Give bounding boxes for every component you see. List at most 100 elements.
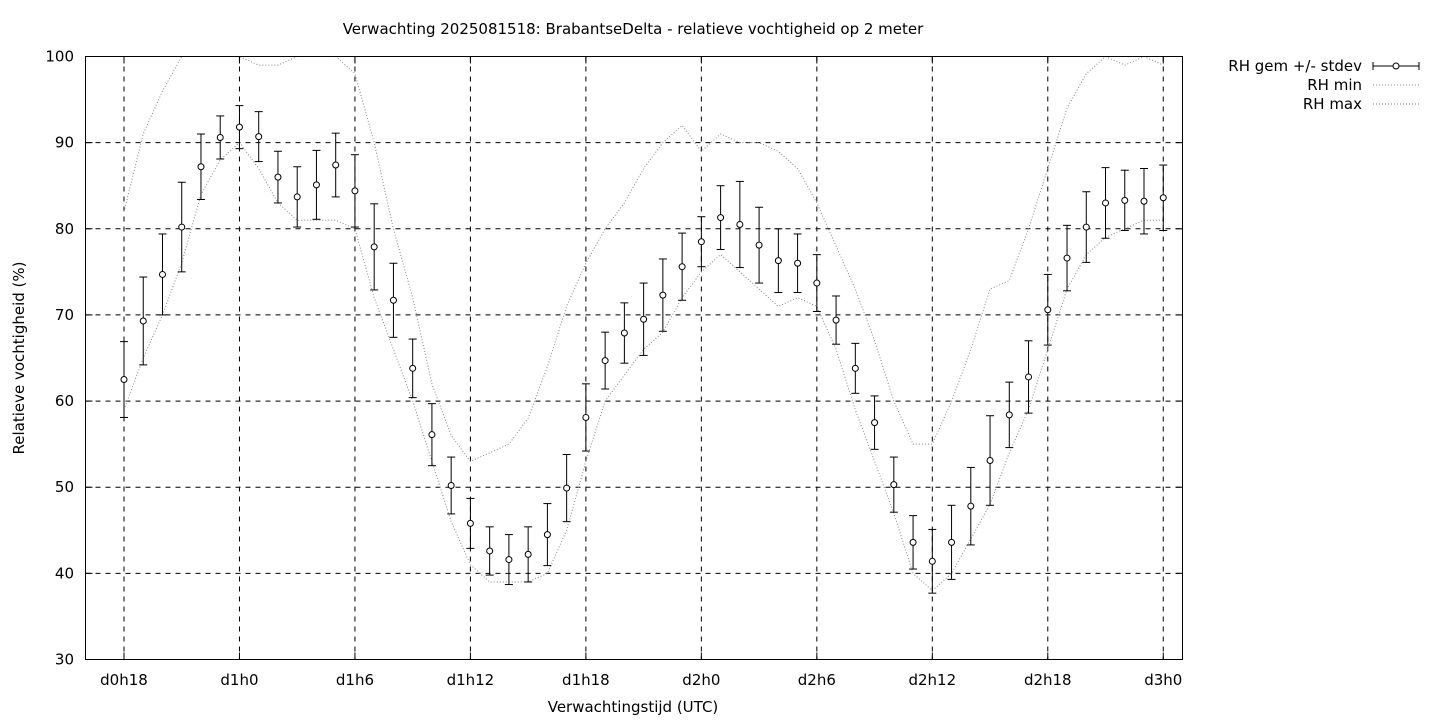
- data-point: [716, 185, 725, 250]
- y-tick-label: 50: [55, 478, 74, 496]
- mean-marker: [197, 163, 205, 171]
- data-point: [408, 338, 417, 399]
- y-tick-label: 30: [55, 651, 74, 669]
- data-point: [697, 216, 706, 268]
- mean-marker: [524, 550, 532, 558]
- mean-marker: [794, 259, 802, 267]
- x-tick-label: d2h12: [908, 671, 956, 689]
- data-point: [389, 262, 398, 338]
- mean-marker: [351, 187, 359, 195]
- data-point: [427, 403, 436, 467]
- legend-sample-marker: [1392, 62, 1400, 70]
- data-point: [562, 453, 571, 523]
- y-tick-label: 60: [55, 392, 74, 410]
- data-point: [350, 154, 359, 228]
- mean-marker: [1005, 411, 1013, 419]
- mean-marker: [582, 413, 590, 421]
- mean-marker: [158, 270, 166, 278]
- data-point: [986, 415, 995, 506]
- mean-marker: [1159, 194, 1167, 202]
- data-point: [504, 534, 513, 586]
- data-point: [889, 456, 898, 513]
- data-point: [158, 233, 167, 316]
- mean-marker: [505, 556, 513, 564]
- data-point: [658, 258, 667, 332]
- y-tick-label: 40: [55, 564, 74, 582]
- mean-marker: [659, 291, 667, 299]
- data-point: [466, 497, 475, 549]
- mean-marker: [389, 296, 397, 304]
- mean-marker: [871, 419, 879, 427]
- data-point: [254, 111, 263, 163]
- x-tick-label: d3h0: [1144, 671, 1182, 689]
- data-point: [139, 276, 148, 366]
- mean-marker: [139, 317, 147, 325]
- mean-marker: [851, 364, 859, 372]
- x-tick-label: d2h6: [798, 671, 836, 689]
- mean-marker: [1082, 223, 1090, 231]
- data-point: [1063, 224, 1072, 292]
- mean-marker: [967, 502, 975, 510]
- x-tick-label: d1h6: [336, 671, 374, 689]
- data-point: [196, 133, 205, 200]
- mean-marker: [697, 238, 705, 246]
- y-tick-label: 100: [45, 48, 74, 66]
- mean-marker: [178, 223, 186, 231]
- data-point: [793, 233, 802, 294]
- data-point: [119, 341, 128, 418]
- x-tick-label: d1h12: [447, 671, 495, 689]
- y-tick-label: 90: [55, 134, 74, 152]
- legend-entry-label: RH max: [1303, 95, 1362, 113]
- y-tick-label: 70: [55, 306, 74, 324]
- data-point: [774, 228, 783, 294]
- data-point: [1082, 191, 1091, 263]
- data-point: [870, 395, 879, 450]
- mean-marker: [1140, 197, 1148, 205]
- points-layer: [119, 105, 1168, 594]
- mean-marker: [736, 220, 744, 228]
- mean-marker: [120, 376, 128, 384]
- data-point: [1043, 273, 1052, 346]
- mean-marker: [601, 357, 609, 365]
- plot-frame: [85, 56, 1183, 660]
- mean-marker: [774, 257, 782, 265]
- mean-marker: [813, 279, 821, 287]
- data-point: [216, 115, 225, 160]
- mean-marker: [1102, 199, 1110, 207]
- mean-marker: [486, 547, 494, 555]
- data-point: [755, 206, 764, 284]
- mean-marker: [428, 431, 436, 439]
- data-point: [1159, 164, 1168, 232]
- data-point: [851, 342, 860, 394]
- mean-marker: [543, 531, 551, 539]
- x-axis-label: Verwachtingstijd (UTC): [548, 698, 719, 716]
- data-point: [273, 150, 282, 204]
- legend-entry-label: RH min: [1307, 76, 1362, 94]
- mean-marker: [928, 557, 936, 565]
- mean-marker: [409, 364, 417, 372]
- legend-entry-label: RH gem +/- stdev: [1228, 57, 1362, 75]
- series-line-rh-min: [123, 141, 1164, 592]
- data-point: [947, 504, 956, 580]
- mean-marker: [332, 161, 340, 169]
- data-point: [639, 282, 648, 356]
- x-tick-label: d0h18: [100, 671, 148, 689]
- mean-marker: [755, 241, 763, 249]
- mean-marker: [1121, 196, 1129, 204]
- mean-marker: [1063, 254, 1071, 262]
- mean-marker: [255, 133, 263, 141]
- data-point: [601, 331, 610, 390]
- data-point: [312, 149, 321, 220]
- data-point: [1005, 381, 1014, 449]
- mean-marker: [890, 481, 898, 489]
- mean-marker: [466, 519, 474, 527]
- grid-layer: [85, 56, 1183, 660]
- y-tick-labels: 30 40 50 60 70 80 90 100: [45, 48, 1183, 669]
- data-point: [581, 383, 590, 452]
- mean-marker: [563, 484, 571, 492]
- data-point: [832, 295, 841, 345]
- mean-marker: [1044, 306, 1052, 314]
- x-tick-label: d2h18: [1024, 671, 1072, 689]
